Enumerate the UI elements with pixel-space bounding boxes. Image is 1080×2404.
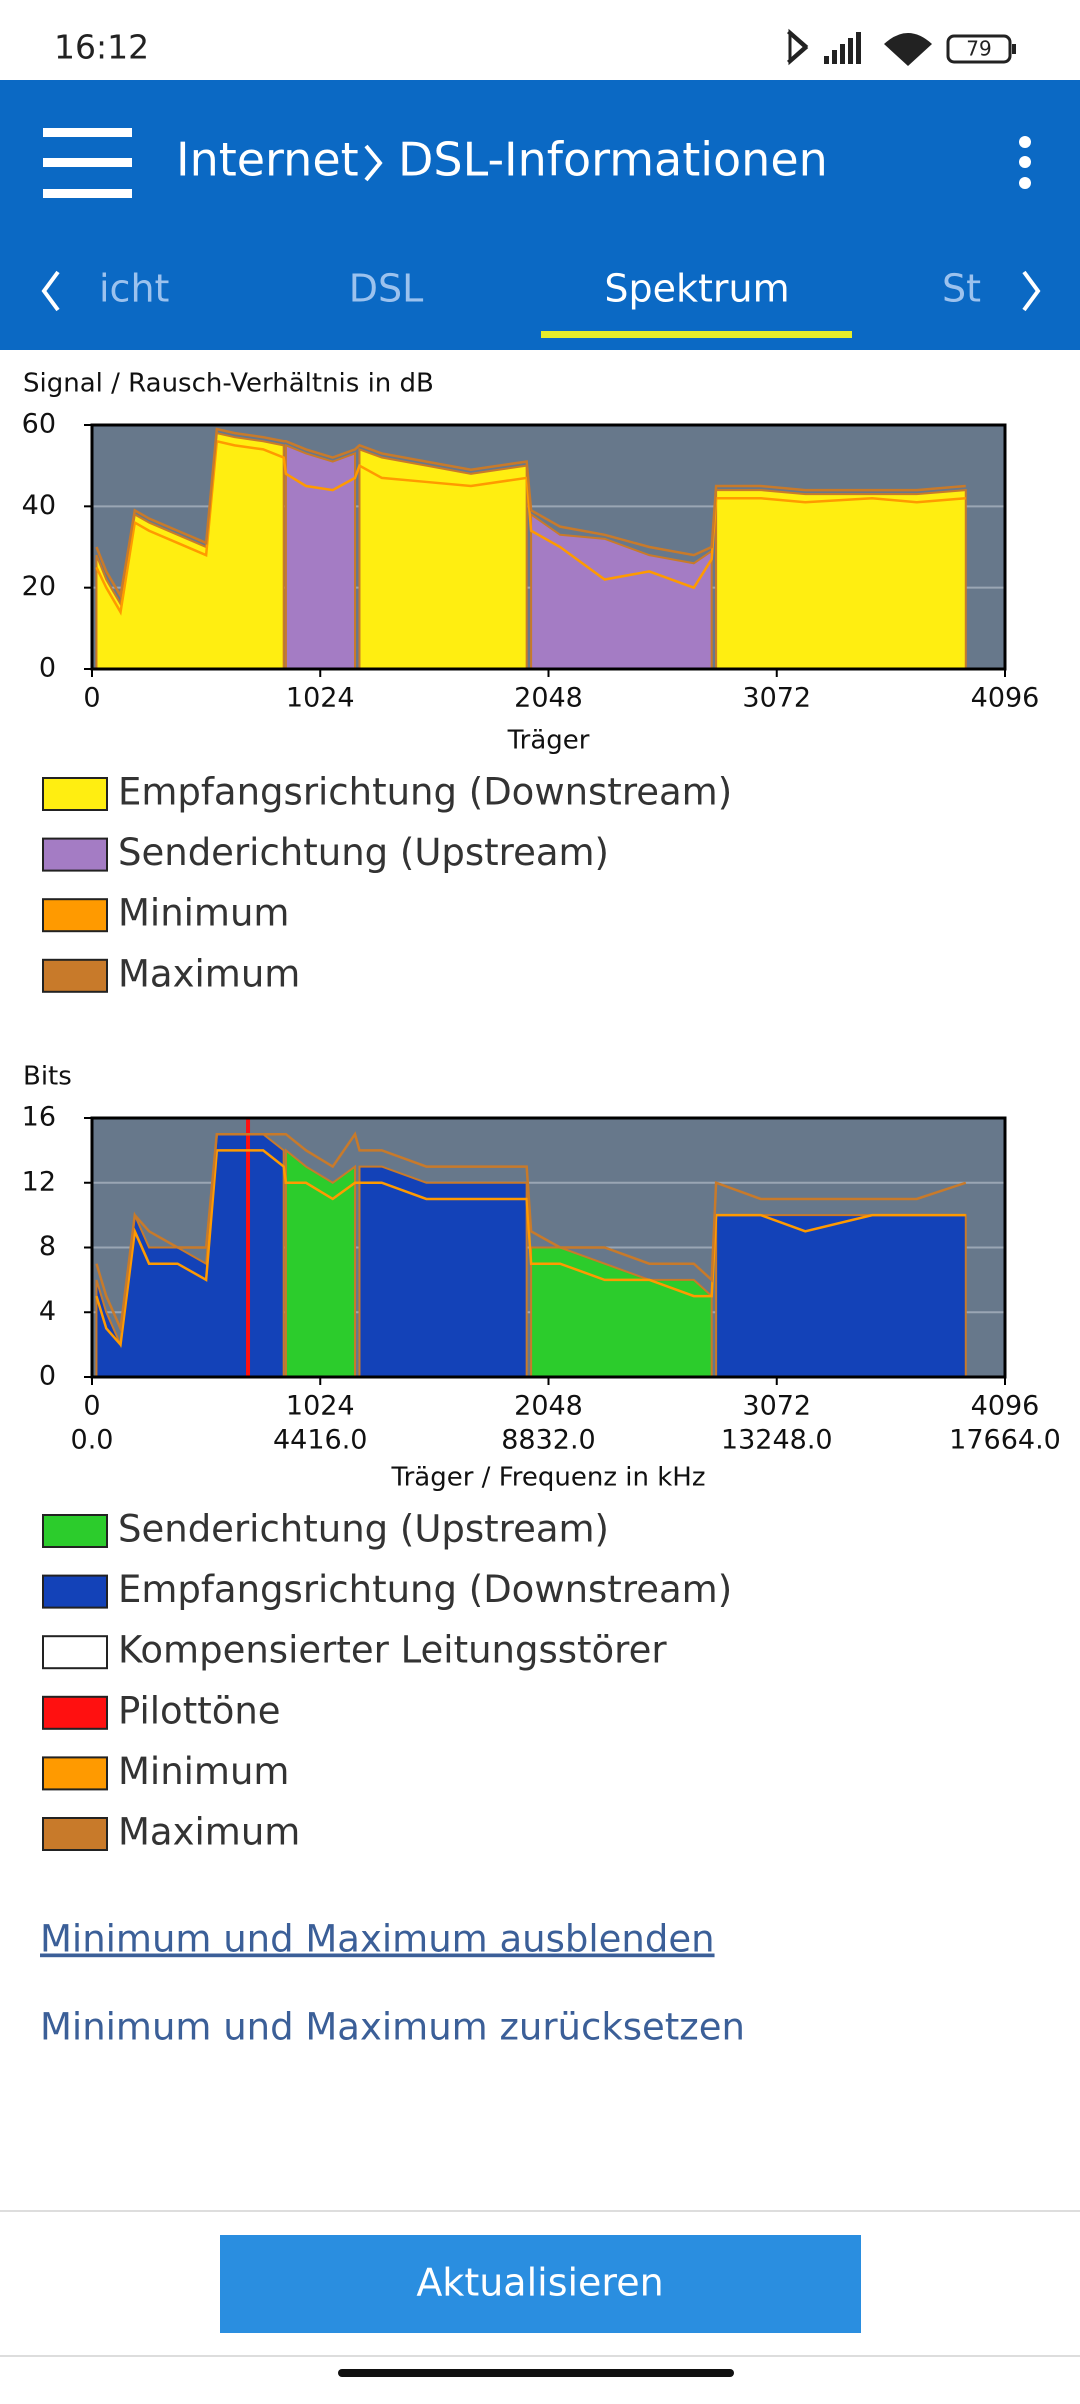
tab[interactable]: DSL: [349, 267, 424, 311]
legend-label: Maximum: [118, 1811, 300, 1854]
x-tick-label: 1024: [286, 683, 355, 714]
legend-swatch: [42, 1695, 108, 1730]
status-time: 16:12: [54, 28, 149, 67]
y-axis-title: Signal / Rausch-Verhältnis in dB: [23, 369, 434, 399]
tab[interactable]: St: [942, 267, 981, 311]
battery-level: 79: [966, 37, 991, 61]
x-tick-label: 0: [83, 683, 100, 714]
menu-button[interactable]: [43, 128, 132, 198]
y-tick-label: 16: [22, 1102, 56, 1133]
legend-label: Senderichtung (Upstream): [118, 1508, 609, 1551]
x-tick-label: 2048: [514, 1391, 583, 1422]
y-tick-label: 0: [39, 653, 56, 684]
x-axis-title: Träger: [507, 726, 590, 756]
legend-label: Empfangsrichtung (Downstream): [118, 1568, 732, 1611]
line: [95, 427, 966, 600]
legend-label: Empfangsrichtung (Downstream): [118, 771, 732, 814]
y-tick-label: 40: [22, 490, 56, 521]
tab[interactable]: icht: [99, 267, 169, 311]
x-tick-label: 4096: [971, 1391, 1040, 1422]
area: [95, 431, 967, 670]
x-tick-label: 1024: [286, 1391, 355, 1422]
legend-label: Minimum: [118, 892, 289, 935]
x2-tick-label: 13248.0: [721, 1425, 833, 1456]
legend-swatch: [42, 1635, 108, 1670]
legend-swatch: [42, 898, 108, 933]
breadcrumb-parent[interactable]: Internet: [176, 133, 359, 187]
x-tick-label: 4096: [971, 683, 1040, 714]
line: [95, 1131, 967, 1334]
y-axis-title: Bits: [23, 1062, 72, 1092]
link-hide-minmax[interactable]: Minimum und Maximum ausblenden: [40, 1918, 715, 1961]
legend-label: Kompensierter Leitungsstörer: [118, 1629, 667, 1672]
x2-tick-label: 17664.0: [949, 1425, 1061, 1456]
page-title: DSL-Informationen: [398, 133, 828, 187]
x-tick-label: 3072: [742, 683, 811, 714]
link-reset-minmax[interactable]: Minimum und Maximum zurücksetzen: [40, 2006, 745, 2049]
legend-label: Senderichtung (Upstream): [118, 831, 609, 874]
tab-active[interactable]: Spektrum: [604, 267, 789, 311]
status-icons: [787, 28, 1016, 66]
x-axis-title: Träger / Frequenz in kHz: [391, 1463, 706, 1493]
x-tick-label: 3072: [742, 1391, 811, 1422]
legend-swatch: [42, 1817, 108, 1851]
tab-prev[interactable]: [41, 270, 60, 312]
legend-label: Minimum: [118, 1750, 289, 1793]
legend-label: Maximum: [118, 952, 300, 995]
x2-tick-label: 4416.0: [273, 1425, 367, 1456]
y-tick-label: 4: [39, 1296, 56, 1327]
x2-tick-label: 8832.0: [501, 1425, 595, 1456]
legend-swatch: [42, 958, 108, 993]
y-tick-label: 12: [22, 1166, 56, 1197]
y-tick-label: 20: [22, 571, 56, 602]
legend-swatch: [42, 777, 108, 811]
refresh-button[interactable]: [220, 2235, 861, 2333]
tab-indicator: [541, 331, 852, 338]
more-button[interactable]: [1019, 136, 1031, 189]
legend-label: Pilottöne: [118, 1689, 281, 1732]
legend-swatch: [42, 1756, 108, 1791]
y-tick-label: 0: [39, 1361, 56, 1392]
y-tick-label: 60: [22, 409, 56, 440]
x2-tick-label: 0.0: [71, 1425, 114, 1456]
legend-swatch: [42, 837, 108, 872]
legend-swatch: [42, 1574, 108, 1609]
breadcrumb-separator: [364, 144, 383, 182]
legend-swatch: [42, 1514, 108, 1548]
home-indicator: [338, 2369, 734, 2377]
app-bar: [0, 80, 1080, 350]
refresh-button-label[interactable]: Aktualisieren: [416, 2261, 663, 2305]
x-tick-label: 0: [83, 1391, 100, 1422]
x-tick-label: 2048: [514, 683, 583, 714]
y-tick-label: 8: [39, 1231, 56, 1262]
tab-next[interactable]: [1022, 270, 1041, 312]
